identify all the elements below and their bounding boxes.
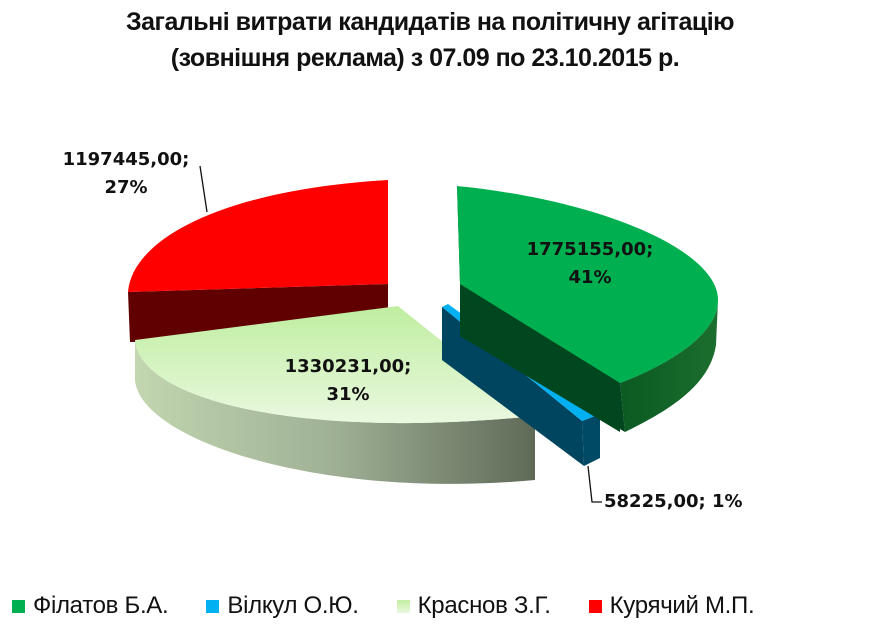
data-label-filatov-value: 1775155,00; — [526, 239, 654, 260]
slice-vilkul-side — [442, 307, 584, 466]
data-label-krasnov-value: 1330231,00; — [284, 356, 412, 377]
slice-krasnov-top — [135, 306, 535, 424]
legend-swatch-icon — [206, 599, 220, 613]
slice-krasnov[interactable] — [135, 306, 535, 484]
chart-title: Загальні витрати кандидатів на політичну… — [0, 4, 880, 76]
legend-item-filatov[interactable]: Філатов Б.А. — [12, 592, 169, 620]
legend-item-krasnov[interactable]: Краснов З.Г. — [396, 592, 551, 620]
legend-label: Вілкул О.Ю. — [227, 592, 359, 619]
slice-krasnov-side — [135, 340, 535, 484]
slice-filatov-inner-face — [460, 284, 625, 432]
data-label-krasnov-pct: 31% — [326, 384, 370, 405]
chart-legend: Філатов Б.А. Вілкул О.Ю. Краснов З.Г. Ку… — [0, 588, 880, 624]
data-label-filatov-pct: 41% — [568, 267, 612, 288]
slice-filatov-side — [620, 300, 718, 432]
data-label-vilkul-text: 58225,00; 1% — [604, 491, 743, 512]
chart-title-line1: Загальні витрати кандидатів на політичну… — [125, 8, 735, 36]
data-label-kuriachyi-value: 1197445,00; — [62, 149, 190, 170]
data-label-filatov: 1775155,00; 41% — [510, 236, 670, 292]
slice-vilkul-end — [582, 414, 600, 466]
slice-filatov-top — [457, 186, 718, 383]
legend-item-kuriachyi[interactable]: Курячий М.П. — [588, 592, 755, 620]
data-label-kuriachyi-pct: 27% — [104, 177, 148, 198]
slice-filatov[interactable] — [457, 186, 718, 432]
legend-label: Курячий М.П. — [609, 592, 755, 619]
legend-swatch-icon — [588, 599, 602, 613]
legend-item-vilkul[interactable]: Вілкул О.Ю. — [206, 592, 359, 620]
data-label-krasnov: 1330231,00; 31% — [268, 353, 428, 409]
legend-swatch-icon — [12, 599, 25, 613]
legend-label: Філатов Б.А. — [33, 592, 169, 619]
data-label-kuriachyi: 1197445,00; 27% — [46, 146, 206, 202]
legend-label: Краснов З.Г. — [417, 592, 551, 619]
chart-title-line2: (зовнішня реклама) з 07.09 по 23.10.2015… — [170, 44, 680, 72]
data-label-vilkul: 58225,00; 1% — [604, 488, 743, 516]
slice-kuriachyi-top — [128, 180, 388, 292]
legend-swatch-icon — [396, 599, 410, 613]
